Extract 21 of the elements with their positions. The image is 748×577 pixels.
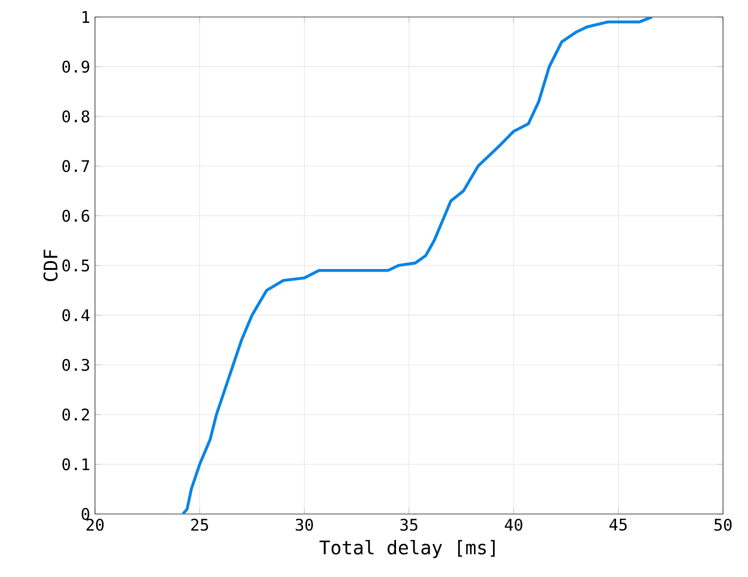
y-tick-label: 0.6 bbox=[62, 210, 90, 222]
x-tick-label: 50 bbox=[714, 518, 732, 531]
y-tick-label: 0.1 bbox=[62, 458, 90, 470]
y-tick-label: 0 bbox=[82, 508, 90, 520]
x-tick-label: 20 bbox=[86, 518, 104, 531]
x-tick-label: 35 bbox=[400, 518, 418, 531]
y-tick-label: 1 bbox=[82, 11, 90, 23]
line-series bbox=[181, 16, 654, 514]
y-tick-label: 0.2 bbox=[62, 408, 89, 421]
x-axis-title: Total delay [ms] bbox=[320, 540, 495, 558]
y-tick-label: 0.5 bbox=[62, 259, 90, 272]
y-axis-title: CDF bbox=[43, 250, 58, 282]
y-tick-label: 0.9 bbox=[62, 60, 90, 73]
y-tick-label: 0.3 bbox=[62, 358, 90, 371]
y-tick-label: 0.7 bbox=[62, 160, 90, 172]
x-tick-label: 45 bbox=[610, 518, 627, 531]
x-tick-label: 25 bbox=[191, 518, 208, 531]
x-tick-label: 40 bbox=[504, 518, 522, 531]
y-tick-label: 0.8 bbox=[62, 110, 90, 122]
y-tick-label: 0.4 bbox=[62, 309, 90, 322]
x-tick-label: 30 bbox=[296, 518, 313, 531]
